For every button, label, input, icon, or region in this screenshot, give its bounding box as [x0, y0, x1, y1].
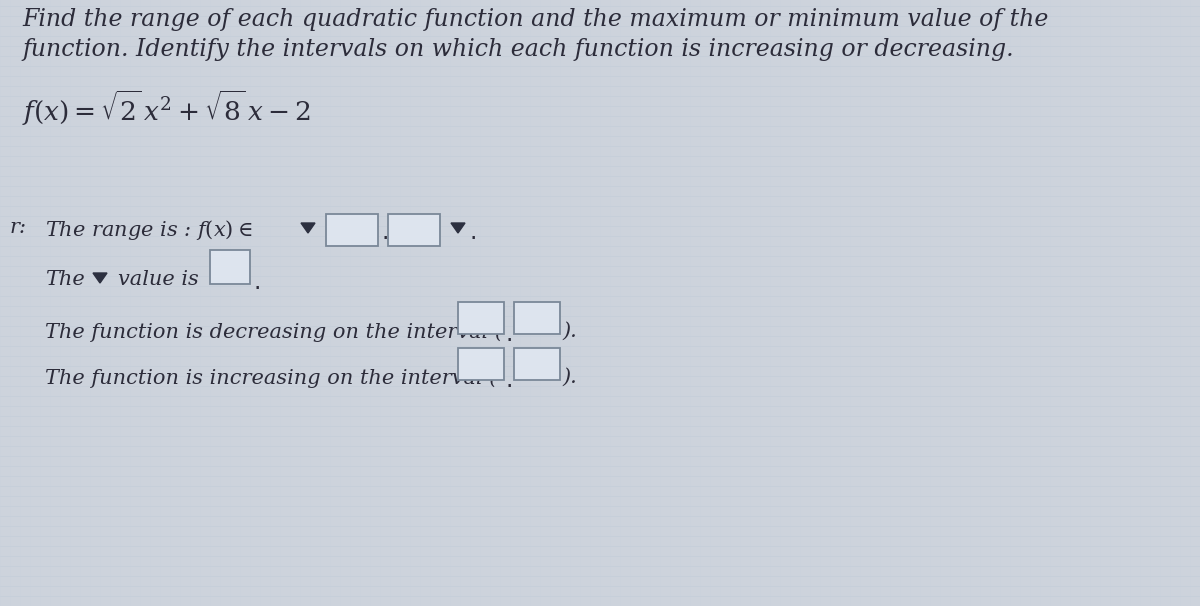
Text: Find the range of each quadratic function and the maximum or minimum value of th: Find the range of each quadratic functio… — [22, 8, 1049, 31]
FancyBboxPatch shape — [210, 250, 250, 284]
Polygon shape — [301, 223, 314, 233]
Text: The: The — [46, 270, 85, 289]
Text: value is: value is — [118, 270, 199, 289]
Text: .: . — [253, 270, 260, 294]
Text: .: . — [506, 322, 514, 346]
Text: .: . — [506, 368, 514, 392]
Text: ).: ). — [562, 368, 577, 387]
FancyBboxPatch shape — [458, 348, 504, 380]
Text: function. Identify the intervals on which each function is increasing or decreas: function. Identify the intervals on whic… — [22, 38, 1014, 61]
Text: ).: ). — [562, 322, 577, 341]
Polygon shape — [451, 223, 466, 233]
Polygon shape — [94, 273, 107, 283]
FancyBboxPatch shape — [326, 214, 378, 246]
Text: The range is : $f(x)\in$: The range is : $f(x)\in$ — [46, 218, 252, 242]
Text: .: . — [470, 220, 478, 244]
Text: $f(x)=\sqrt{2}\,x^2+\sqrt{8}\,x-2$: $f(x)=\sqrt{2}\,x^2+\sqrt{8}\,x-2$ — [22, 88, 311, 128]
FancyBboxPatch shape — [514, 348, 560, 380]
Text: .: . — [382, 220, 389, 244]
FancyBboxPatch shape — [458, 302, 504, 334]
FancyBboxPatch shape — [388, 214, 440, 246]
Text: The function is increasing on the interval (: The function is increasing on the interv… — [46, 368, 497, 388]
Text: The function is decreasing on the interval (: The function is decreasing on the interv… — [46, 322, 503, 342]
FancyBboxPatch shape — [514, 302, 560, 334]
Text: r:: r: — [10, 218, 28, 237]
